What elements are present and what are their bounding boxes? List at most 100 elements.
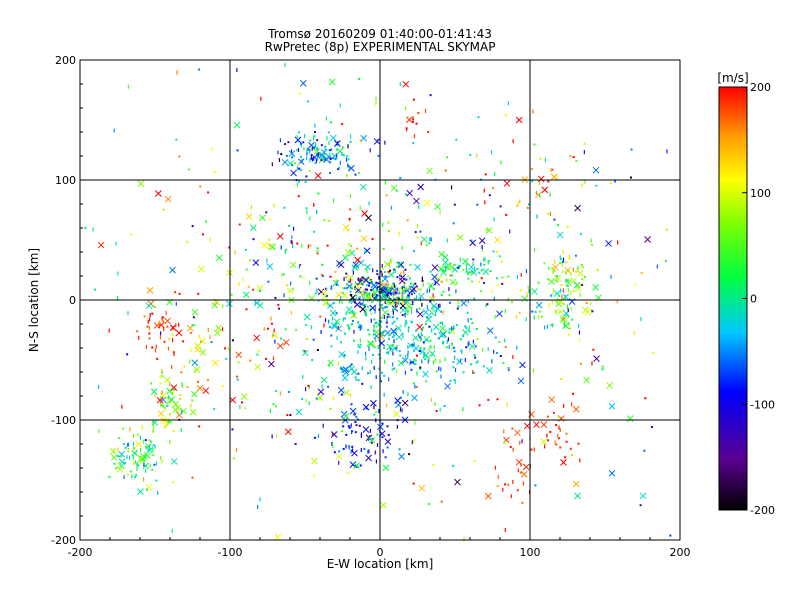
data-point: [358, 229, 361, 232]
data-point: [144, 454, 147, 457]
data-point: [476, 203, 479, 206]
data-point: [431, 273, 438, 281]
data-point: [342, 154, 345, 157]
data-point: [164, 317, 171, 325]
data-point: [335, 312, 338, 315]
data-point: [488, 259, 491, 262]
data-point: [357, 379, 360, 382]
data-point: [485, 304, 488, 307]
data-point: [330, 334, 333, 337]
data-point: [664, 260, 667, 263]
data-point: [383, 271, 386, 274]
data-point: [199, 185, 202, 188]
data-point: [556, 280, 559, 283]
data-point: [309, 169, 312, 172]
data-point: [362, 290, 365, 293]
data-point: [495, 277, 498, 280]
data-point: [422, 326, 425, 329]
grid-lines: [80, 60, 680, 540]
data-point: [173, 388, 176, 391]
data-point: [324, 145, 327, 148]
data-point: [367, 340, 374, 348]
data-point: [387, 313, 390, 316]
data-point: [478, 237, 486, 244]
data-point: [313, 474, 316, 477]
data-point: [362, 276, 370, 284]
data-point: [330, 121, 333, 124]
data-point: [565, 261, 568, 264]
data-point: [416, 323, 424, 331]
data-point: [333, 318, 341, 325]
data-point: [132, 448, 135, 451]
data-point: [380, 281, 388, 288]
data-point: [338, 351, 346, 358]
data-point: [504, 483, 507, 486]
data-point: [578, 283, 581, 286]
data-point: [304, 181, 307, 184]
data-point: [425, 339, 428, 342]
data-point: [452, 360, 455, 363]
data-point: [366, 288, 369, 291]
data-point: [419, 336, 422, 339]
data-point: [376, 433, 379, 436]
data-point: [547, 180, 550, 183]
y-tick-label: 0: [69, 294, 76, 307]
data-point: [282, 339, 290, 346]
data-point: [543, 262, 546, 265]
data-point: [146, 325, 149, 328]
data-point: [269, 243, 276, 251]
data-point: [320, 159, 323, 162]
data-point: [229, 396, 236, 404]
data-point: [297, 195, 300, 198]
data-point: [478, 404, 481, 407]
data-point: [120, 455, 123, 458]
data-point: [555, 299, 558, 302]
data-point: [320, 288, 328, 296]
data-point: [382, 464, 390, 472]
data-point: [449, 274, 452, 277]
data-point: [519, 361, 526, 369]
data-point: [501, 282, 504, 285]
data-point: [422, 370, 429, 378]
data-point: [179, 394, 182, 397]
data-point: [197, 265, 205, 273]
data-point: [324, 149, 327, 152]
data-point: [539, 310, 542, 313]
data-point: [336, 148, 344, 155]
data-point: [531, 288, 538, 295]
data-point: [344, 317, 347, 320]
data-point: [373, 318, 376, 321]
data-point: [359, 279, 362, 282]
data-point: [168, 338, 171, 341]
data-point: [382, 293, 385, 296]
data-point: [109, 447, 117, 455]
data-point: [412, 482, 415, 485]
data-point: [323, 156, 330, 163]
data-point: [346, 155, 349, 158]
data-point: [553, 218, 556, 221]
data-point: [164, 195, 172, 203]
data-point: [579, 232, 582, 235]
data-point: [110, 454, 118, 461]
data-point: [467, 277, 470, 280]
data-point: [446, 156, 449, 159]
data-point: [555, 424, 558, 427]
data-point: [402, 286, 405, 289]
data-point: [345, 272, 348, 275]
data-point: [572, 156, 575, 159]
data-point: [274, 533, 282, 541]
data-point: [370, 289, 373, 292]
data-point: [221, 385, 224, 388]
data-point: [327, 131, 330, 134]
data-point: [342, 369, 350, 376]
data-point: [564, 456, 567, 459]
data-point: [459, 338, 462, 341]
data-point: [451, 266, 459, 273]
data-point: [614, 180, 617, 183]
data-point: [316, 153, 319, 156]
data-point: [406, 189, 413, 197]
data-point: [415, 385, 418, 388]
data-point: [381, 422, 384, 425]
data-point: [392, 293, 395, 296]
data-point: [186, 240, 189, 243]
